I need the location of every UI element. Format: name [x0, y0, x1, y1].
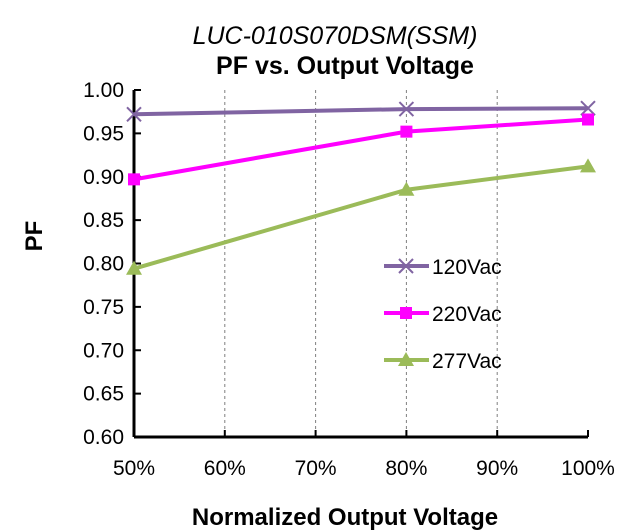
y-tick-label: 0.95	[83, 122, 124, 145]
y-axis-label: PF	[21, 221, 48, 252]
data-point-220vac	[400, 125, 413, 138]
data-point-277vac	[126, 260, 142, 275]
x-tick-label: 80%	[385, 457, 427, 480]
y-tick-label: 0.80	[83, 253, 124, 276]
y-tick-label: 0.90	[83, 166, 124, 189]
x-tick-label: 50%	[113, 457, 155, 480]
legend-item-120vac: 120Vac	[384, 256, 502, 279]
legend: 120Vac 220Vac 277Vac	[384, 256, 502, 373]
y-tick-label: 1.00	[83, 79, 124, 102]
legend-label-277vac: 277Vac	[432, 350, 502, 373]
x-tick-labels: 50% 60% 70% 80% 90% 100%	[113, 457, 615, 480]
series-line-220vac	[133, 117, 589, 182]
y-tick-labels: 1.00 0.95 0.90 0.85 0.80 0.75 0.70 0.65 0.60	[83, 79, 124, 449]
legend-label-120vac: 120Vac	[432, 256, 502, 279]
x-tick-label: 100%	[561, 457, 615, 480]
data-point-120vac	[126, 106, 142, 122]
data-point-220vac	[128, 173, 140, 186]
x-tick-label: 90%	[476, 457, 518, 480]
grid-lines	[224, 90, 498, 437]
series-line-120vac	[133, 106, 589, 117]
axes	[132, 89, 589, 439]
chart-title: PF vs. Output Voltage	[216, 52, 474, 80]
y-tick-label: 0.70	[83, 339, 124, 362]
x-tick-label: 60%	[204, 457, 246, 480]
y-tick-label: 0.85	[83, 209, 124, 232]
legend-label-220vac: 220Vac	[432, 303, 502, 326]
data-point-120vac	[580, 100, 596, 116]
legend-item-277vac: 277Vac	[384, 350, 502, 373]
data-point-220vac	[582, 113, 594, 126]
data-series	[126, 100, 596, 275]
y-tick-label: 0.75	[83, 296, 124, 319]
x-axis-label: Normalized Output Voltage	[192, 504, 498, 531]
legend-marker-120vac	[398, 258, 414, 274]
legend-marker-277vac	[398, 352, 414, 366]
data-point-120vac	[398, 101, 415, 117]
legend-marker-220vac	[400, 307, 412, 319]
y-tick-label: 0.60	[83, 426, 124, 449]
data-point-277vac	[580, 158, 596, 173]
y-tick-label: 0.65	[83, 383, 124, 406]
series-line-277vac	[133, 164, 589, 271]
legend-item-220vac: 220Vac	[384, 303, 502, 326]
x-tick-label: 70%	[295, 457, 337, 480]
chart-model-title: LUC-010S070DSM(SSM)	[193, 22, 478, 50]
data-point-277vac	[398, 181, 415, 196]
